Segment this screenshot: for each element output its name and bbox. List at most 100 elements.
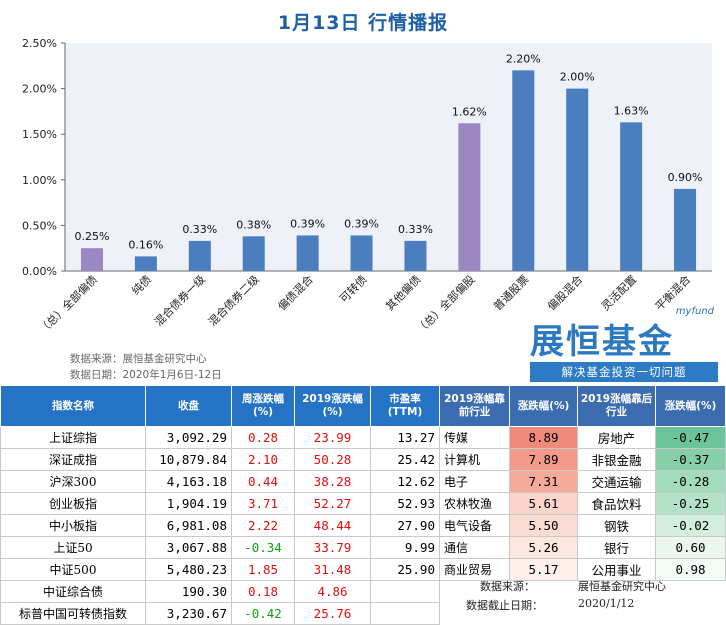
bottom-industry-name: 非银金融 [577,448,656,471]
data-label: 0.16% [128,238,163,251]
index-2019-change: 48.44 [294,514,371,537]
index-2019-change: 38.28 [294,470,371,493]
index-pe: 27.90 [370,514,440,537]
table-row: 上证50 3,067.88 -0.34 33.79 9.99 通信 5.26 银行 0.60 [0,536,726,559]
index-week-change: -0.34 [231,536,295,559]
top-industry-change: 7.31 [509,470,578,493]
bottom-industry-name: 房地产 [577,426,656,449]
bar [458,123,481,271]
index-2019-change: 4.86 [294,580,371,603]
index-name: 深证成指 [0,448,146,471]
bar [188,240,211,271]
index-2019-change: 25.76 [294,602,371,625]
index-close: 3,092.29 [145,426,232,449]
column-header: 指数名称 [0,385,146,427]
index-pe: 25.42 [370,448,440,471]
top-industry-name: 电气设备 [439,514,510,537]
column-header: 涨跌幅(%) [509,385,578,427]
column-header: 市盈率(TTM) [370,385,440,427]
empty-cell [656,581,726,603]
index-pe: 52.93 [370,492,440,515]
y-tick-label: 1.00% [22,174,57,187]
logo-mini-text: myfund [675,306,714,317]
table-date-label: 数据截止日期： [466,599,543,612]
data-label: 0.39% [290,217,325,230]
bottom-industry-change: -0.25 [655,492,726,515]
index-2019-change: 31.48 [294,558,371,581]
top-industry-name: 商业贸易 [439,558,510,581]
bar [404,240,427,271]
top-industry-change: 7.89 [509,448,578,471]
index-close: 6,981.08 [145,514,232,537]
x-tick-label: （总）全部偏债 [36,272,100,336]
index-week-change: -0.42 [231,602,295,625]
index-name: 沪深300 [0,470,146,493]
index-week-change: 2.22 [231,514,295,537]
x-tick-label: 可转债 [336,272,369,305]
x-tick-label: 混合债券二级 [205,272,262,329]
table-row: 沪深300 4,163.18 0.44 38.28 12.62 电子 7.31 交通运输 -0.… [0,470,726,493]
data-label: 0.38% [236,218,271,231]
table-source-label: 数据来源： [480,580,535,593]
bar [512,70,535,271]
x-tick-label: 偏债混合 [275,272,316,313]
table-row: 深证成指 10,879.84 2.10 50.28 25.42 计算机 7.89 非银金融 -0… [0,448,726,471]
table-header-row: 指数名称 收盘 周涨跌幅(%) 2019涨跌幅(%) 市盈率(TTM) 2019涨幅靠前行… [0,385,726,427]
bottom-industry-change: 0.98 [655,558,726,581]
x-tick-label: 纯债 [129,272,154,297]
index-pe: 25.90 [370,558,440,581]
index-name: 标普中国可转债指数 [0,602,146,625]
top-industry-change: 5.61 [509,492,578,515]
bottom-industry-name: 钢铁 [577,514,656,537]
top-industry-name: 传媒 [439,426,510,449]
empty-cell [656,603,726,625]
index-2019-change: 50.28 [294,448,371,471]
data-label: 0.39% [344,217,379,230]
market-table: 指数名称 收盘 周涨跌幅(%) 2019涨跌幅(%) 市盈率(TTM) 2019涨幅靠前行… [0,385,726,625]
index-name: 上证综指 [0,426,146,449]
index-pe [370,602,440,625]
y-tick-label: 1.50% [22,128,57,141]
index-2019-change: 23.99 [294,426,371,449]
chart-date: 数据日期：2020年1月6日-12日 [70,369,222,381]
index-week-change: 0.18 [231,580,295,603]
index-close: 1,904.19 [145,492,232,515]
data-label: 1.63% [614,104,649,117]
x-tick-label: 混合债券一级 [151,272,208,329]
top-industry-change: 8.89 [509,426,578,449]
column-header: 收盘 [145,385,232,427]
brand-logo: myfund 展恒基金 解决基金投资一切问题 [520,306,722,382]
column-header: 涨跌幅(%) [655,385,726,427]
index-week-change: 3.71 [231,492,295,515]
index-pe: 12.62 [370,470,440,493]
index-name: 中证500 [0,558,146,581]
bottom-industry-name: 食品饮料 [577,492,656,515]
index-week-change: 0.28 [231,426,295,449]
plot-area [65,43,712,271]
bar-chart: 0.00% 0.50% 1.00% 1.50% 2.00% 2.50% 0.25% （总）全部… [22,37,712,337]
table-row: 上证综指 3,092.29 0.28 23.99 13.27 传媒 8.89 房地产 -0.47 [0,426,726,449]
bottom-industry-name: 银行 [577,536,656,559]
column-header: 2019涨跌幅(%) [294,385,371,427]
data-label: 0.90% [668,171,703,184]
index-name: 创业板指 [0,492,146,515]
bar [674,188,697,271]
y-tick-label: 0.50% [22,219,57,232]
top-industry-name: 通信 [439,536,510,559]
bottom-industry-change: -0.47 [655,426,726,449]
bar [350,235,373,271]
bottom-industry-change: -0.02 [655,514,726,537]
bar [620,122,643,272]
data-label: 0.33% [182,223,217,236]
x-tick-label: 其他偏债 [383,272,424,313]
bar [296,235,319,271]
column-header: 2019涨幅靠后行业 [577,385,656,427]
data-label: 2.20% [506,52,541,65]
top-industry-name: 农林牧渔 [439,492,510,515]
logo-main-text: 展恒基金 [530,322,674,362]
index-name: 上证50 [0,536,146,559]
bar [242,236,265,271]
bottom-industry-name: 交通运输 [577,470,656,493]
index-week-change: 0.44 [231,470,295,493]
column-header: 周涨跌幅(%) [231,385,295,427]
